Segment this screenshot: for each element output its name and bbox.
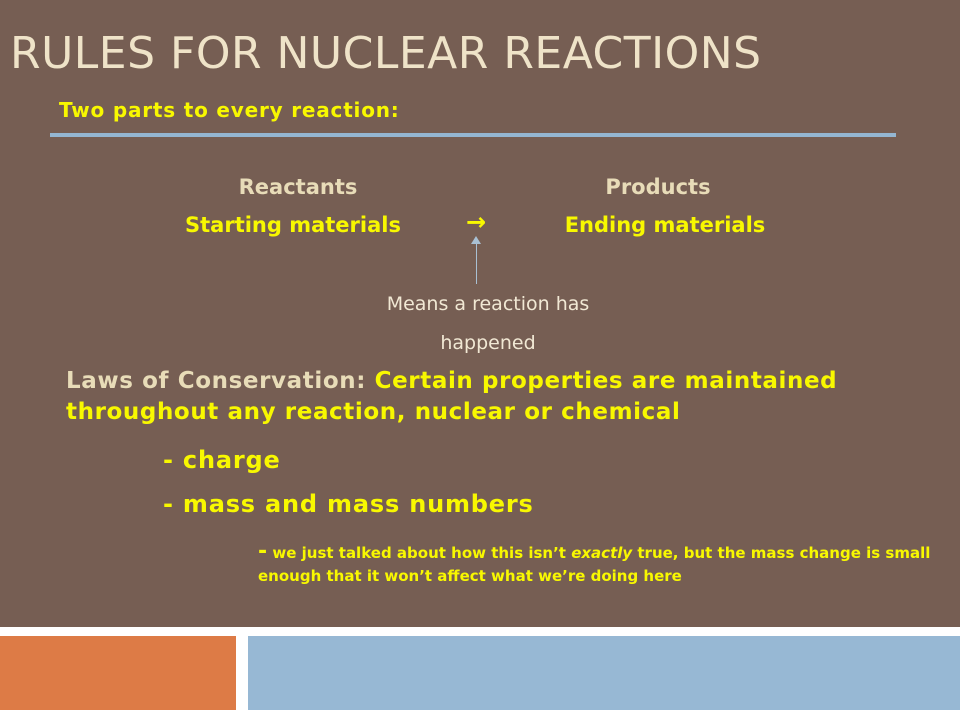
reactants-description: Starting materials bbox=[185, 213, 401, 237]
slide-title: RULES FOR NUCLEAR REACTIONS bbox=[10, 28, 762, 79]
reaction-arrow-icon: → bbox=[466, 208, 487, 236]
aside-dash: - bbox=[258, 539, 268, 564]
slide-subtitle: Two parts to every reaction: bbox=[59, 98, 400, 122]
conservation-laws: Laws of Conservation: Certain properties… bbox=[66, 366, 956, 428]
aside-emphasis: exactly bbox=[571, 544, 633, 562]
aside-text-before: we just talked about how this isn’t bbox=[272, 544, 572, 562]
pointer-line bbox=[476, 238, 477, 284]
bullet-mass: - mass and mass numbers bbox=[163, 490, 534, 518]
reactants-heading: Reactants bbox=[238, 175, 358, 199]
conservation-text: Certain properties are maintained throug… bbox=[66, 368, 838, 425]
bullet-charge: - charge bbox=[163, 446, 281, 474]
products-description: Ending materials bbox=[564, 213, 766, 237]
title-divider bbox=[50, 133, 896, 137]
footer-blue-block bbox=[248, 636, 960, 710]
arrow-note: Means a reaction has happened bbox=[386, 293, 590, 354]
conservation-label: Laws of Conservation: bbox=[66, 368, 366, 394]
mass-aside-note: - we just talked about how this isn’t ex… bbox=[258, 540, 958, 588]
products-heading: Products bbox=[605, 175, 711, 199]
footer-orange-block bbox=[0, 636, 236, 710]
aside-text-after: true, but the mass change is small enoug… bbox=[258, 544, 931, 585]
